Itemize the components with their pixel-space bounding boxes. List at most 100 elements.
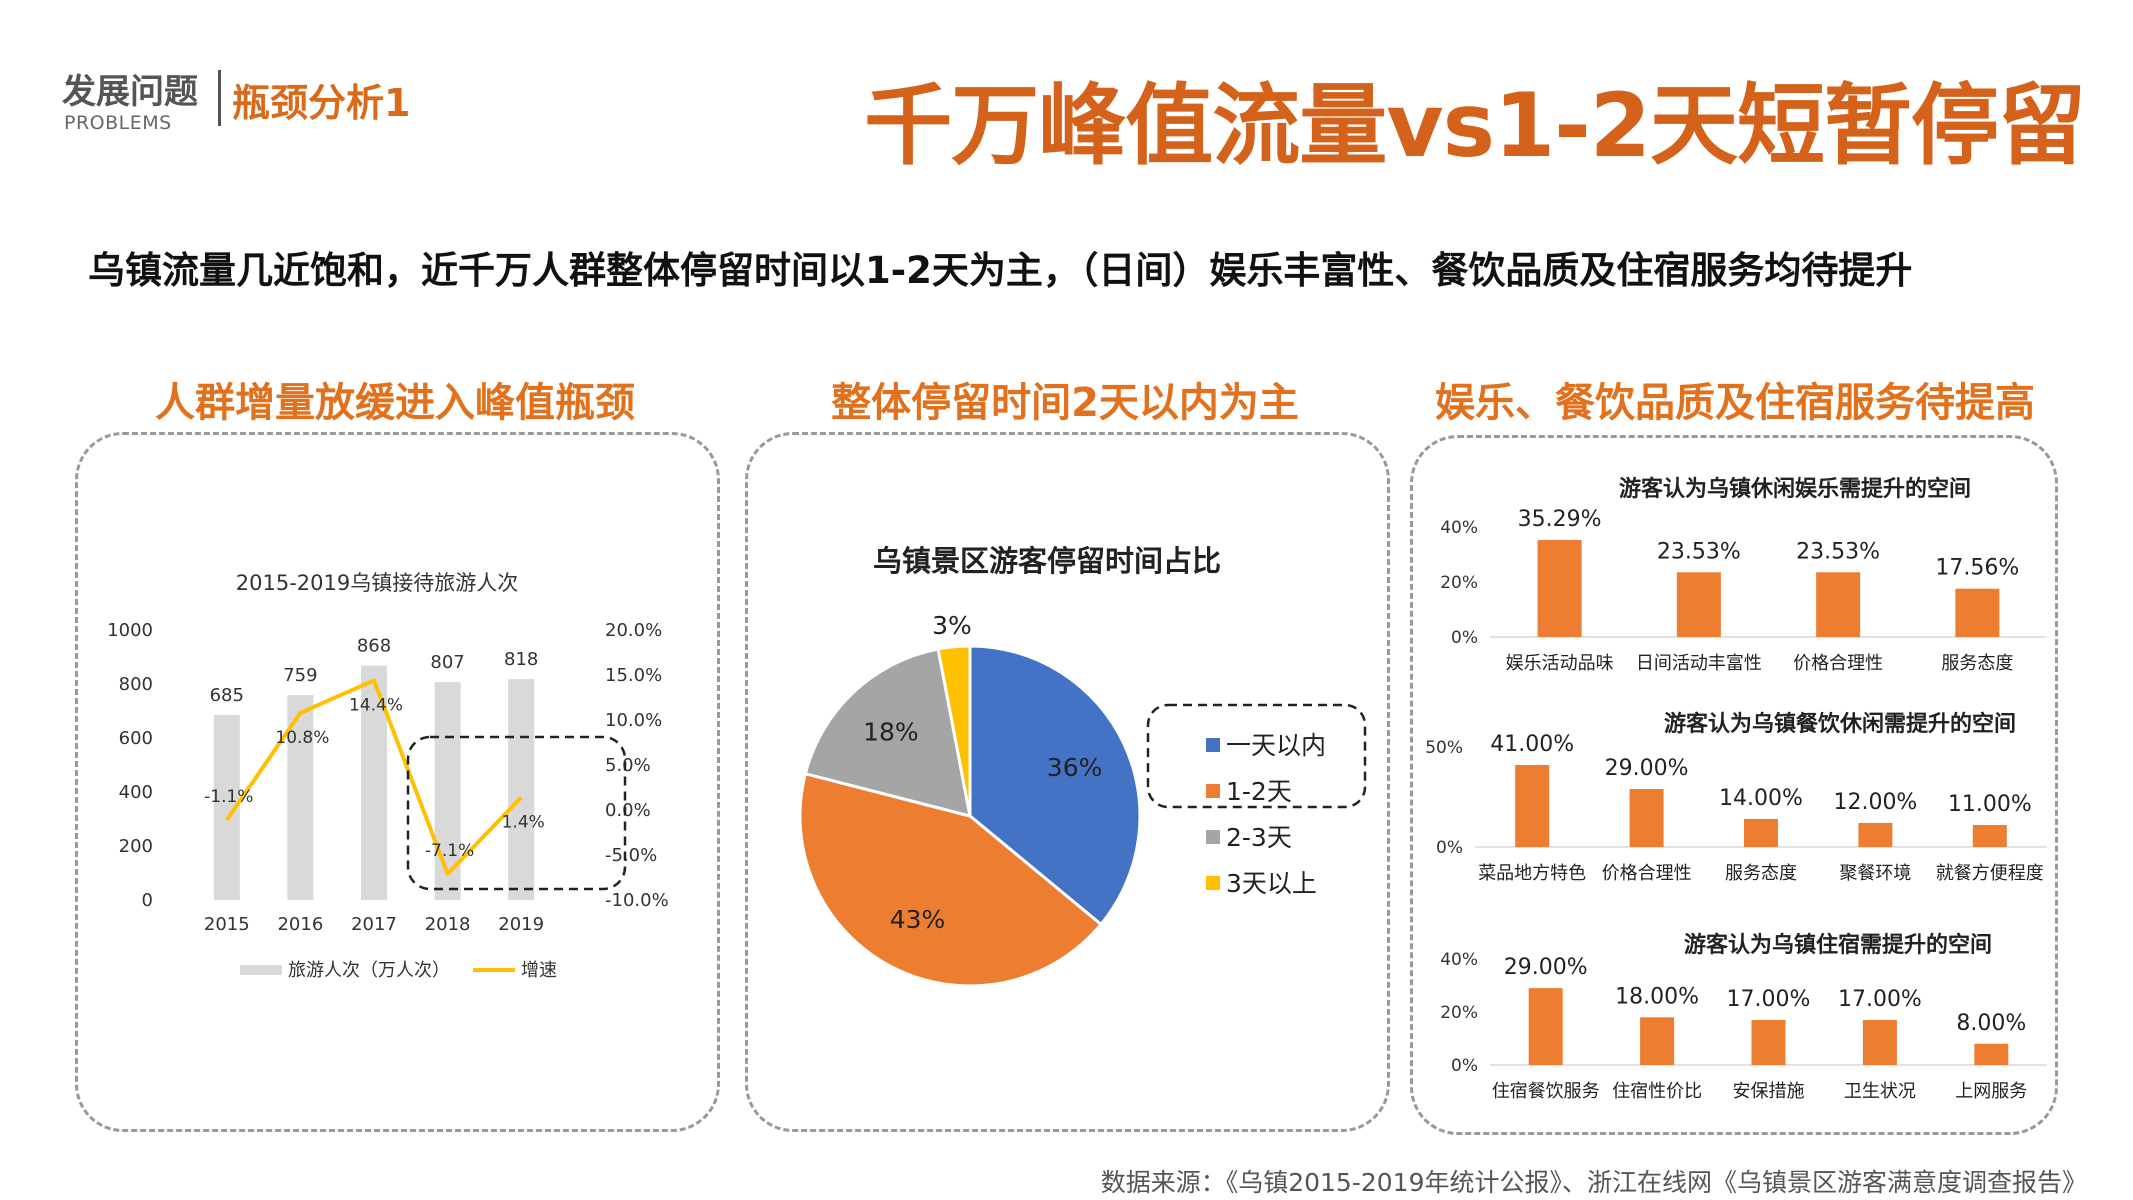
lodging-bar-chart: 游客认为乌镇住宿需提升的空间 0% 20% 40% 29.00% 住宿餐饮服务 18.00… [1440, 932, 2047, 1102]
visitors-bar-label: 759 [283, 665, 317, 686]
y-axis-tick: 50% [1425, 738, 1463, 758]
visitors-bar-label: 807 [430, 652, 464, 673]
legend-label: 1-2天 [1226, 777, 1292, 806]
y-axis-tick: 1000 [107, 620, 153, 641]
y-axis-tick: 0 [142, 890, 153, 911]
y2-axis-tick: -10.0% [605, 890, 669, 911]
category-label: 服务态度 [1941, 653, 2013, 674]
category-label: 就餐方便程度 [1936, 863, 2044, 884]
bar-value-label: 18.00% [1615, 984, 1699, 1009]
x-axis-tick: 2016 [277, 914, 323, 935]
panel-stay [745, 432, 1390, 1132]
category-label: 住宿餐饮服务 [1492, 1081, 1600, 1102]
x-axis-tick: 2015 [204, 914, 250, 935]
bar-value-label: 23.53% [1657, 539, 1741, 564]
legend-swatch [1206, 738, 1220, 752]
category-label: 服务态度 [1725, 863, 1797, 884]
section-title-stay: 整体停留时间2天以内为主 [831, 380, 1299, 426]
category-label: 日间活动丰富性 [1636, 653, 1762, 674]
panel-quality [1410, 435, 2058, 1135]
pie-slice-label: 43% [890, 905, 946, 934]
bar-value-label: 17.00% [1727, 987, 1811, 1012]
category-label: 安保措施 [1733, 1081, 1805, 1102]
lodging-chart-title: 游客认为乌镇住宿需提升的空间 [1684, 932, 1992, 958]
pie-slice [798, 771, 1104, 988]
dining-bar-chart: 游客认为乌镇餐饮休闲需提升的空间 0% 50% 41.00% 菜品地方特色 29.00%… [1425, 711, 2047, 884]
section-title-growth: 人群增量放缓进入峰值瓶颈 [155, 380, 635, 426]
bar [1528, 988, 1563, 1065]
highlight-box [406, 735, 627, 891]
y2-axis-tick: -5.0% [605, 845, 657, 866]
y-axis-tick: 0% [1451, 628, 1478, 648]
y2-axis-tick: 20.0% [605, 620, 662, 641]
brand-divider [218, 70, 221, 126]
legend-swatch-visitors [240, 965, 282, 975]
growth-rate-line [225, 678, 523, 876]
entertainment-bar-chart: 游客认为乌镇休闲娱乐需提升的空间 0% 20% 40% 35.29% 娱乐活动品味 23.… [1440, 476, 2047, 674]
bar-value-label: 35.29% [1518, 507, 1602, 532]
headline: 乌镇流量几近饱和，近千万人群整体停留时间以1-2天为主，（日间）娱乐丰富性、餐饮… [88, 249, 1913, 292]
legend-label-visitors: 旅游人次（万人次） [288, 960, 450, 981]
bar-value-label: 23.53% [1796, 539, 1880, 564]
dining-chart-title: 游客认为乌镇餐饮休闲需提升的空间 [1664, 711, 2016, 737]
page-title: 千万峰值流量vs1-2天短暂停留 [864, 74, 2086, 177]
visitors-chart-title: 2015-2019乌镇接待旅游人次 [236, 571, 518, 595]
bar [1751, 1019, 1786, 1065]
bar [1629, 789, 1664, 847]
y-axis-tick: 20% [1440, 573, 1478, 593]
legend-swatch [1206, 876, 1220, 890]
legend-label: 2-3天 [1226, 823, 1292, 852]
y2-axis-tick: 15.0% [605, 665, 662, 686]
y2-axis-tick: 10.0% [605, 710, 662, 731]
bar [1955, 588, 2000, 637]
bar [1862, 1019, 1897, 1065]
category-label: 菜品地方特色 [1478, 863, 1586, 884]
bar-value-label: 11.00% [1948, 792, 2032, 817]
bar [1858, 823, 1893, 847]
pie-slice-label: 3% [932, 611, 972, 640]
visitors-bar-label: 685 [210, 685, 244, 706]
y-axis-tick: 0% [1451, 1056, 1478, 1076]
growth-rate-label: 10.8% [275, 728, 329, 748]
category-label: 聚餐环境 [1839, 863, 1911, 884]
bar [1515, 765, 1550, 847]
x-axis-tick: 2017 [351, 914, 397, 935]
category-label: 上网服务 [1955, 1081, 2027, 1102]
category-label: 卫生状况 [1844, 1081, 1916, 1102]
visitors-bar-label: 818 [504, 649, 538, 670]
bar [1744, 819, 1778, 847]
bar-value-label: 12.00% [1833, 790, 1917, 815]
bar [1816, 572, 1861, 637]
pie-slice [936, 644, 972, 817]
y-axis-tick: 800 [119, 674, 153, 695]
visitors-bar [508, 679, 535, 900]
legend-swatch [1206, 784, 1220, 798]
section-title-quality: 娱乐、餐饮品质及住宿服务待提高 [1435, 380, 2035, 426]
legend-swatch [1206, 830, 1220, 844]
pie-slice-label: 36% [1047, 753, 1103, 782]
growth-rate-label: 1.4% [502, 812, 545, 832]
growth-rate-label: -7.1% [425, 841, 474, 861]
visitors-bar-label: 868 [357, 636, 391, 657]
bar [1974, 1043, 2009, 1065]
visitors-combo-chart: 2015-2019乌镇接待旅游人次 0 200 400 600 800 1000 -10.… [107, 571, 669, 981]
brand-label: 发展问题 [62, 72, 198, 112]
category-label: 住宿性价比 [1612, 1081, 1702, 1102]
bar [1640, 1017, 1675, 1065]
stay-duration-pie-chart: 乌镇景区游客停留时间占比 36% 43% 18% 3% 一天以内 1-2天 2-3天 3天以… [798, 544, 1367, 988]
bar-value-label: 17.56% [1935, 556, 2019, 581]
panel-visitors [75, 432, 720, 1132]
bar-value-label: 29.00% [1504, 955, 1588, 980]
category-label: 娱乐活动品味 [1506, 653, 1614, 674]
data-source-note: 数据来源：《乌镇2015-2019年统计公报》、浙江在线网《乌镇景区游客满意度调… [1100, 1168, 2087, 1197]
y2-axis-tick: 5.0% [605, 755, 651, 776]
bar-value-label: 29.00% [1605, 756, 1689, 781]
growth-rate-label: -1.1% [204, 787, 253, 807]
pie-slice [803, 647, 972, 819]
y2-axis-tick: 0.0% [605, 800, 651, 821]
y-axis-tick: 600 [119, 728, 153, 749]
category-label: 价格合理性 [1793, 653, 1883, 674]
y-axis-tick: 200 [119, 836, 153, 857]
section-label: 瓶颈分析1 [232, 81, 411, 125]
bar [1972, 825, 2007, 847]
